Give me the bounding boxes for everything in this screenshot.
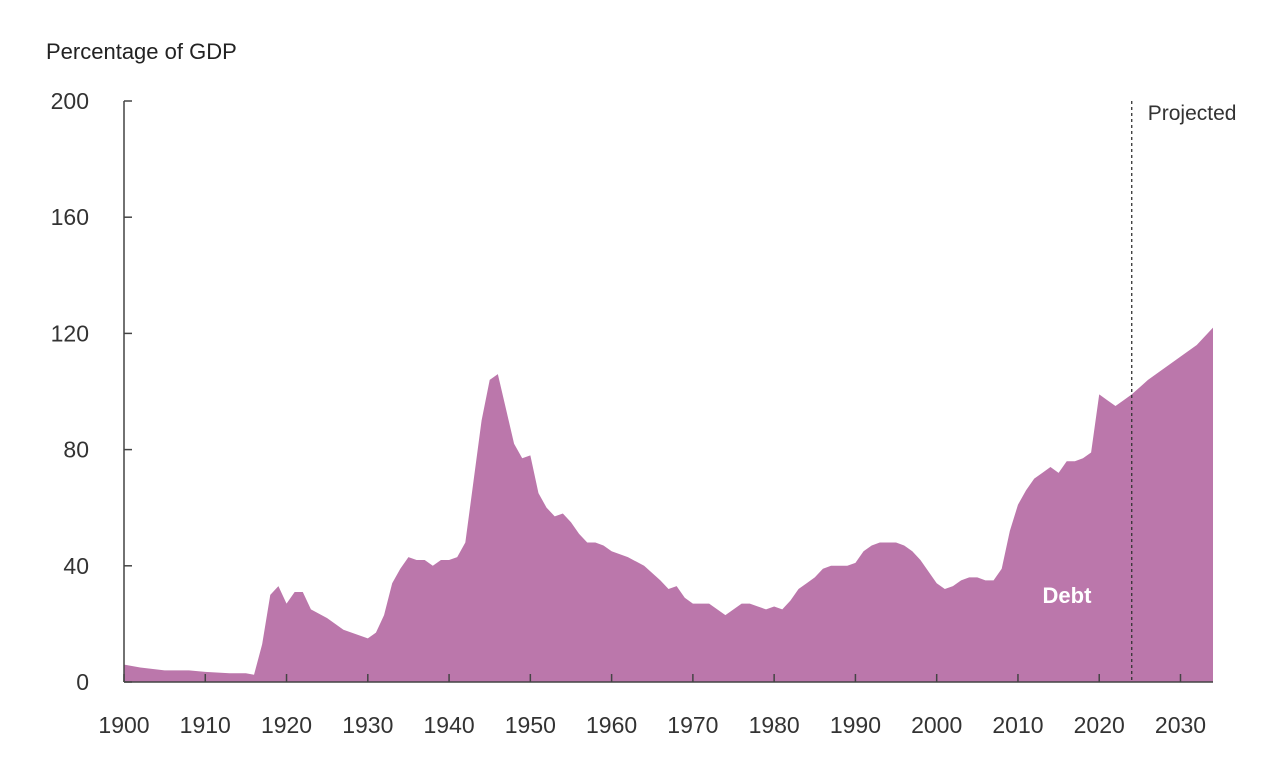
x-tick-label: 1900 xyxy=(98,712,149,738)
x-tick-label: 2020 xyxy=(1074,712,1125,738)
x-tick-label: 1990 xyxy=(830,712,881,738)
x-tick-label: 1910 xyxy=(180,712,231,738)
x-tick-label: 1940 xyxy=(423,712,474,738)
axis-layer: 0 40 80 120 160 200 1900 1910 1920 1930 1940 1950 19… xyxy=(51,88,1213,738)
series-area-debt xyxy=(124,327,1213,682)
x-tick-label: 1950 xyxy=(505,712,556,738)
x-tick-label: 2000 xyxy=(911,712,962,738)
projection-label: Projected xyxy=(1148,102,1237,125)
x-tick-label: 1920 xyxy=(261,712,312,738)
y-axis-title: Percentage of GDP xyxy=(46,39,237,64)
y-tick-label: 160 xyxy=(51,204,89,230)
x-tick-label: 1960 xyxy=(586,712,637,738)
series-label-debt: Debt xyxy=(1043,583,1093,608)
y-tick-label: 200 xyxy=(51,88,89,114)
y-tick-label: 0 xyxy=(76,669,89,695)
x-tick-label: 2010 xyxy=(992,712,1043,738)
x-tick-label: 1980 xyxy=(749,712,800,738)
y-tick-label: 120 xyxy=(51,320,89,346)
y-tick-label: 80 xyxy=(63,437,89,463)
area-layer xyxy=(124,327,1213,682)
label-layer: Percentage of GDP Projected Debt xyxy=(46,39,1236,682)
x-tick-label: 2030 xyxy=(1155,712,1206,738)
x-tick-label: 1930 xyxy=(342,712,393,738)
x-tick-label: 1970 xyxy=(667,712,718,738)
y-tick-label: 40 xyxy=(63,553,89,579)
